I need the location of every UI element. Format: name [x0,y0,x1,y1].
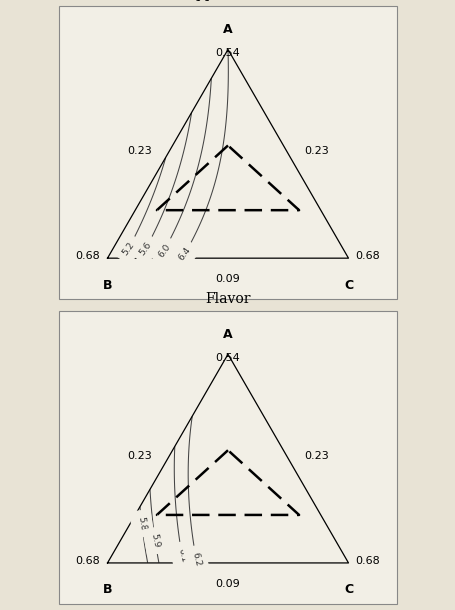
Text: B: B [102,583,112,597]
Text: 6.1: 6.1 [176,547,187,563]
Text: 6.2: 6.2 [190,551,202,567]
Text: 0.23: 0.23 [303,146,328,156]
Text: 6.0: 6.0 [156,242,172,259]
Text: 0.23: 0.23 [127,451,152,461]
Text: 0.23: 0.23 [127,146,152,156]
Text: 0.68: 0.68 [76,251,100,260]
Text: 5.9: 5.9 [149,533,161,548]
Text: 0.54: 0.54 [215,48,240,59]
Text: 5.6: 5.6 [137,240,153,257]
Title: Appearance: Appearance [185,0,270,1]
Text: 0.23: 0.23 [303,451,328,461]
Text: 0.68: 0.68 [355,251,379,260]
Text: 0.09: 0.09 [215,274,240,284]
Text: 5.8: 5.8 [136,516,147,531]
Text: A: A [222,23,233,36]
Text: 0.54: 0.54 [215,353,240,363]
Text: 6.4: 6.4 [176,246,192,262]
Text: C: C [343,583,352,597]
Text: 0.68: 0.68 [355,556,379,565]
Text: C: C [343,279,352,292]
Text: A: A [222,328,233,341]
Title: Flavor: Flavor [205,292,250,306]
Text: 0.09: 0.09 [215,579,240,589]
Text: B: B [102,279,112,292]
Text: 0.68: 0.68 [76,556,100,565]
Text: 5.2: 5.2 [121,240,136,257]
